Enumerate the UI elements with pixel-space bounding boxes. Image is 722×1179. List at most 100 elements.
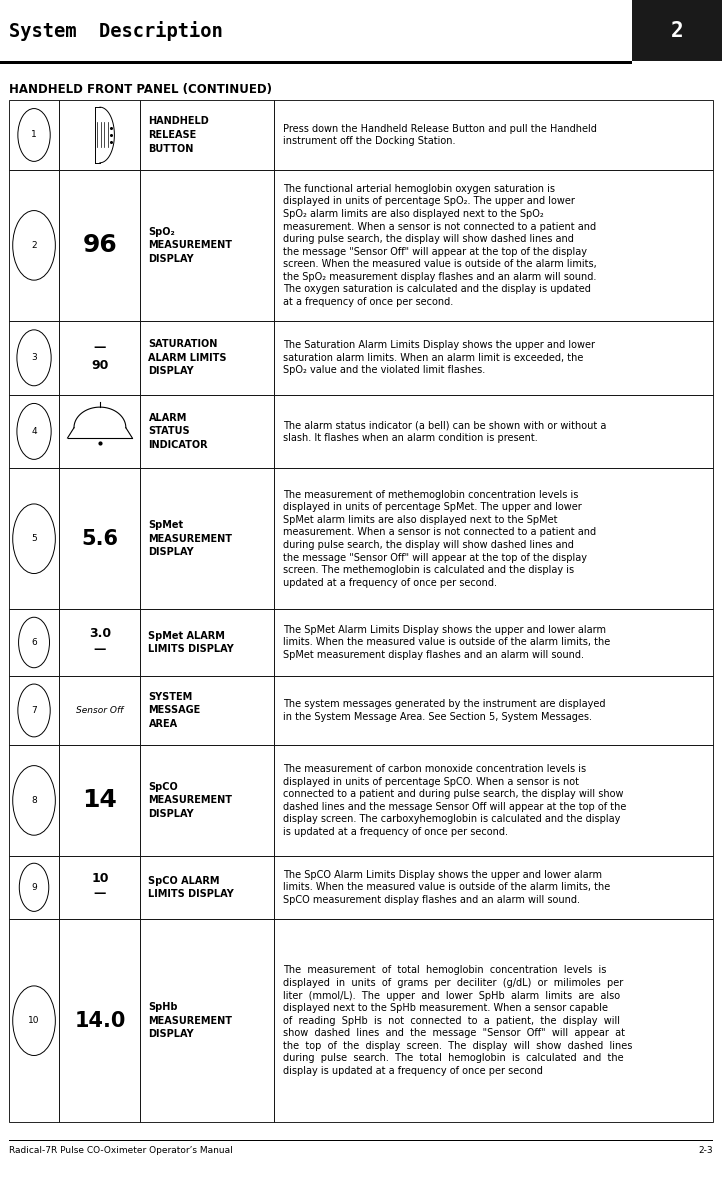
Bar: [274, 856, 713, 918]
Text: SpO₂
MEASUREMENT
DISPLAY: SpO₂ MEASUREMENT DISPLAY: [149, 226, 232, 264]
Text: SATURATION
ALARM LIMITS
DISPLAY: SATURATION ALARM LIMITS DISPLAY: [149, 340, 227, 376]
Bar: [9, 918, 59, 1122]
Text: 6: 6: [31, 638, 37, 647]
Bar: [9, 468, 59, 610]
Bar: [0, 61, 632, 64]
Bar: [9, 395, 59, 468]
Text: 9: 9: [31, 883, 37, 891]
Bar: [141, 468, 274, 610]
Bar: [141, 321, 274, 395]
Text: The measurement of carbon monoxide concentration levels is
displayed in units of: The measurement of carbon monoxide conce…: [283, 764, 627, 837]
Circle shape: [13, 986, 56, 1055]
Circle shape: [17, 403, 51, 460]
Text: 5: 5: [31, 534, 37, 544]
Bar: [274, 610, 713, 676]
Text: 2: 2: [671, 21, 683, 40]
Bar: [9, 745, 59, 856]
Bar: [141, 745, 274, 856]
Bar: [9, 1140, 713, 1141]
Circle shape: [18, 108, 51, 162]
Bar: [0, 0, 632, 61]
Text: The SpCO Alarm Limits Display shows the upper and lower alarm
limits. When the m: The SpCO Alarm Limits Display shows the …: [283, 870, 610, 904]
Text: HANDHELD
RELEASE
BUTTON: HANDHELD RELEASE BUTTON: [149, 117, 209, 153]
Bar: [141, 170, 274, 321]
Circle shape: [13, 503, 56, 573]
Text: ALARM
STATUS
INDICATOR: ALARM STATUS INDICATOR: [149, 413, 208, 450]
Bar: [632, 0, 722, 61]
Text: 3: 3: [31, 354, 37, 362]
Text: 2: 2: [31, 241, 37, 250]
Text: 7: 7: [31, 706, 37, 714]
Bar: [59, 468, 141, 610]
Text: —: —: [94, 341, 106, 354]
Text: HANDHELD FRONT PANEL (CONTINUED): HANDHELD FRONT PANEL (CONTINUED): [9, 83, 271, 95]
Text: The  measurement  of  total  hemoglobin  concentration  levels  is
displayed  in: The measurement of total hemoglobin conc…: [283, 966, 632, 1076]
Bar: [59, 856, 141, 918]
Bar: [274, 321, 713, 395]
Text: SpCO
MEASUREMENT
DISPLAY: SpCO MEASUREMENT DISPLAY: [149, 782, 232, 819]
Bar: [274, 395, 713, 468]
Circle shape: [18, 684, 51, 737]
Text: 14.0: 14.0: [74, 1010, 126, 1030]
Bar: [9, 676, 59, 745]
Bar: [59, 321, 141, 395]
Text: 90: 90: [91, 358, 108, 371]
Text: 96: 96: [82, 233, 117, 257]
Text: 5.6: 5.6: [82, 528, 118, 548]
Text: 8: 8: [31, 796, 37, 805]
Text: SpCO ALARM
LIMITS DISPLAY: SpCO ALARM LIMITS DISPLAY: [149, 876, 234, 900]
Bar: [59, 170, 141, 321]
Text: The alarm status indicator (a bell) can be shown with or without a
slash. It fla: The alarm status indicator (a bell) can …: [283, 420, 606, 442]
Bar: [9, 856, 59, 918]
Text: 10: 10: [91, 872, 109, 885]
Bar: [141, 856, 274, 918]
Bar: [274, 100, 713, 170]
Circle shape: [13, 211, 56, 281]
Bar: [59, 918, 141, 1122]
Bar: [59, 395, 141, 468]
Text: The functional arterial hemoglobin oxygen saturation is
displayed in units of pe: The functional arterial hemoglobin oxyge…: [283, 184, 597, 307]
Text: 3.0: 3.0: [89, 627, 111, 640]
Bar: [141, 395, 274, 468]
Text: 2-3: 2-3: [699, 1146, 713, 1155]
Text: —: —: [94, 643, 106, 656]
Bar: [59, 676, 141, 745]
Bar: [9, 610, 59, 676]
Text: 10: 10: [28, 1016, 40, 1026]
Text: SpMet ALARM
LIMITS DISPLAY: SpMet ALARM LIMITS DISPLAY: [149, 631, 234, 654]
Bar: [274, 676, 713, 745]
Bar: [9, 321, 59, 395]
Bar: [141, 610, 274, 676]
Circle shape: [17, 330, 51, 386]
Bar: [141, 918, 274, 1122]
Text: Radical-7R Pulse CO-Oximeter Operator’s Manual: Radical-7R Pulse CO-Oximeter Operator’s …: [9, 1146, 232, 1155]
Circle shape: [13, 765, 56, 835]
Text: 1: 1: [31, 131, 37, 139]
Bar: [274, 918, 713, 1122]
Text: 4: 4: [31, 427, 37, 436]
Text: System  Description: System Description: [9, 21, 222, 40]
Bar: [9, 170, 59, 321]
Circle shape: [19, 863, 49, 911]
Text: The Saturation Alarm Limits Display shows the upper and lower
saturation alarm l: The Saturation Alarm Limits Display show…: [283, 341, 595, 375]
Text: The system messages generated by the instrument are displayed
in the System Mess: The system messages generated by the ins…: [283, 699, 606, 722]
Text: SYSTEM
MESSAGE
AREA: SYSTEM MESSAGE AREA: [149, 692, 201, 729]
Bar: [274, 170, 713, 321]
Text: Press down the Handheld Release Button and pull the Handheld
instrument off the : Press down the Handheld Release Button a…: [283, 124, 597, 146]
Bar: [141, 100, 274, 170]
Text: Sensor Off: Sensor Off: [77, 706, 123, 714]
Bar: [59, 610, 141, 676]
Text: The measurement of methemoglobin concentration levels is
displayed in units of p: The measurement of methemoglobin concent…: [283, 489, 596, 587]
Bar: [59, 745, 141, 856]
Text: SpHb
MEASUREMENT
DISPLAY: SpHb MEASUREMENT DISPLAY: [149, 1002, 232, 1040]
Bar: [274, 745, 713, 856]
Bar: [9, 100, 59, 170]
Text: The SpMet Alarm Limits Display shows the upper and lower alarm
limits. When the : The SpMet Alarm Limits Display shows the…: [283, 625, 610, 660]
Bar: [59, 100, 141, 170]
Bar: [141, 676, 274, 745]
Circle shape: [19, 618, 50, 667]
Text: SpMet
MEASUREMENT
DISPLAY: SpMet MEASUREMENT DISPLAY: [149, 520, 232, 558]
Text: 14: 14: [82, 789, 118, 812]
Bar: [274, 468, 713, 610]
Text: —: —: [94, 887, 106, 900]
